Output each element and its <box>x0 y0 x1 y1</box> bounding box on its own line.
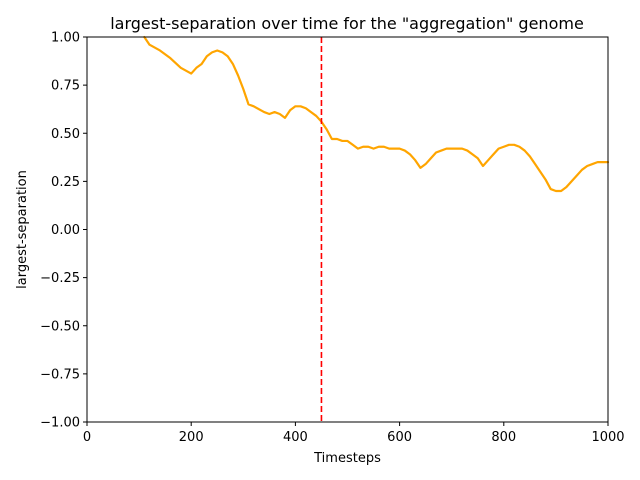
x-axis-ticks: 0 200 400 600 800 1000 <box>83 422 625 445</box>
y-tick-label: −1.00 <box>40 416 80 431</box>
plot-area <box>87 37 608 422</box>
plot-frame <box>86 36 609 423</box>
chart-title: largest-separation over time for the "ag… <box>110 14 584 33</box>
x-tick-label: 1000 <box>591 430 624 445</box>
x-tick-label: 800 <box>491 430 516 445</box>
y-axis-ticks: −1.00 −0.75 −0.50 −0.25 0.00 0.25 0.50 0.75 1.00 <box>40 31 87 431</box>
y-tick-label: −0.50 <box>40 319 80 334</box>
x-tick-label: 400 <box>283 430 308 445</box>
x-tick-label: 600 <box>387 430 412 445</box>
y-tick-label: 1.00 <box>51 31 80 46</box>
y-axis-label: largest-separation <box>15 170 30 289</box>
plot-content <box>143 35 610 422</box>
y-tick-label: 0.25 <box>51 175 80 190</box>
x-tick-label: 0 <box>83 430 91 445</box>
series-line-0 <box>143 35 610 193</box>
y-tick-label: 0.00 <box>51 223 80 238</box>
x-tick-label: 200 <box>179 430 204 445</box>
x-axis-label: Timesteps <box>313 451 381 466</box>
y-tick-label: 0.75 <box>51 79 80 94</box>
y-tick-label: −0.75 <box>40 367 80 382</box>
y-tick-label: −0.25 <box>40 271 80 286</box>
y-tick-label: 0.50 <box>51 127 80 142</box>
